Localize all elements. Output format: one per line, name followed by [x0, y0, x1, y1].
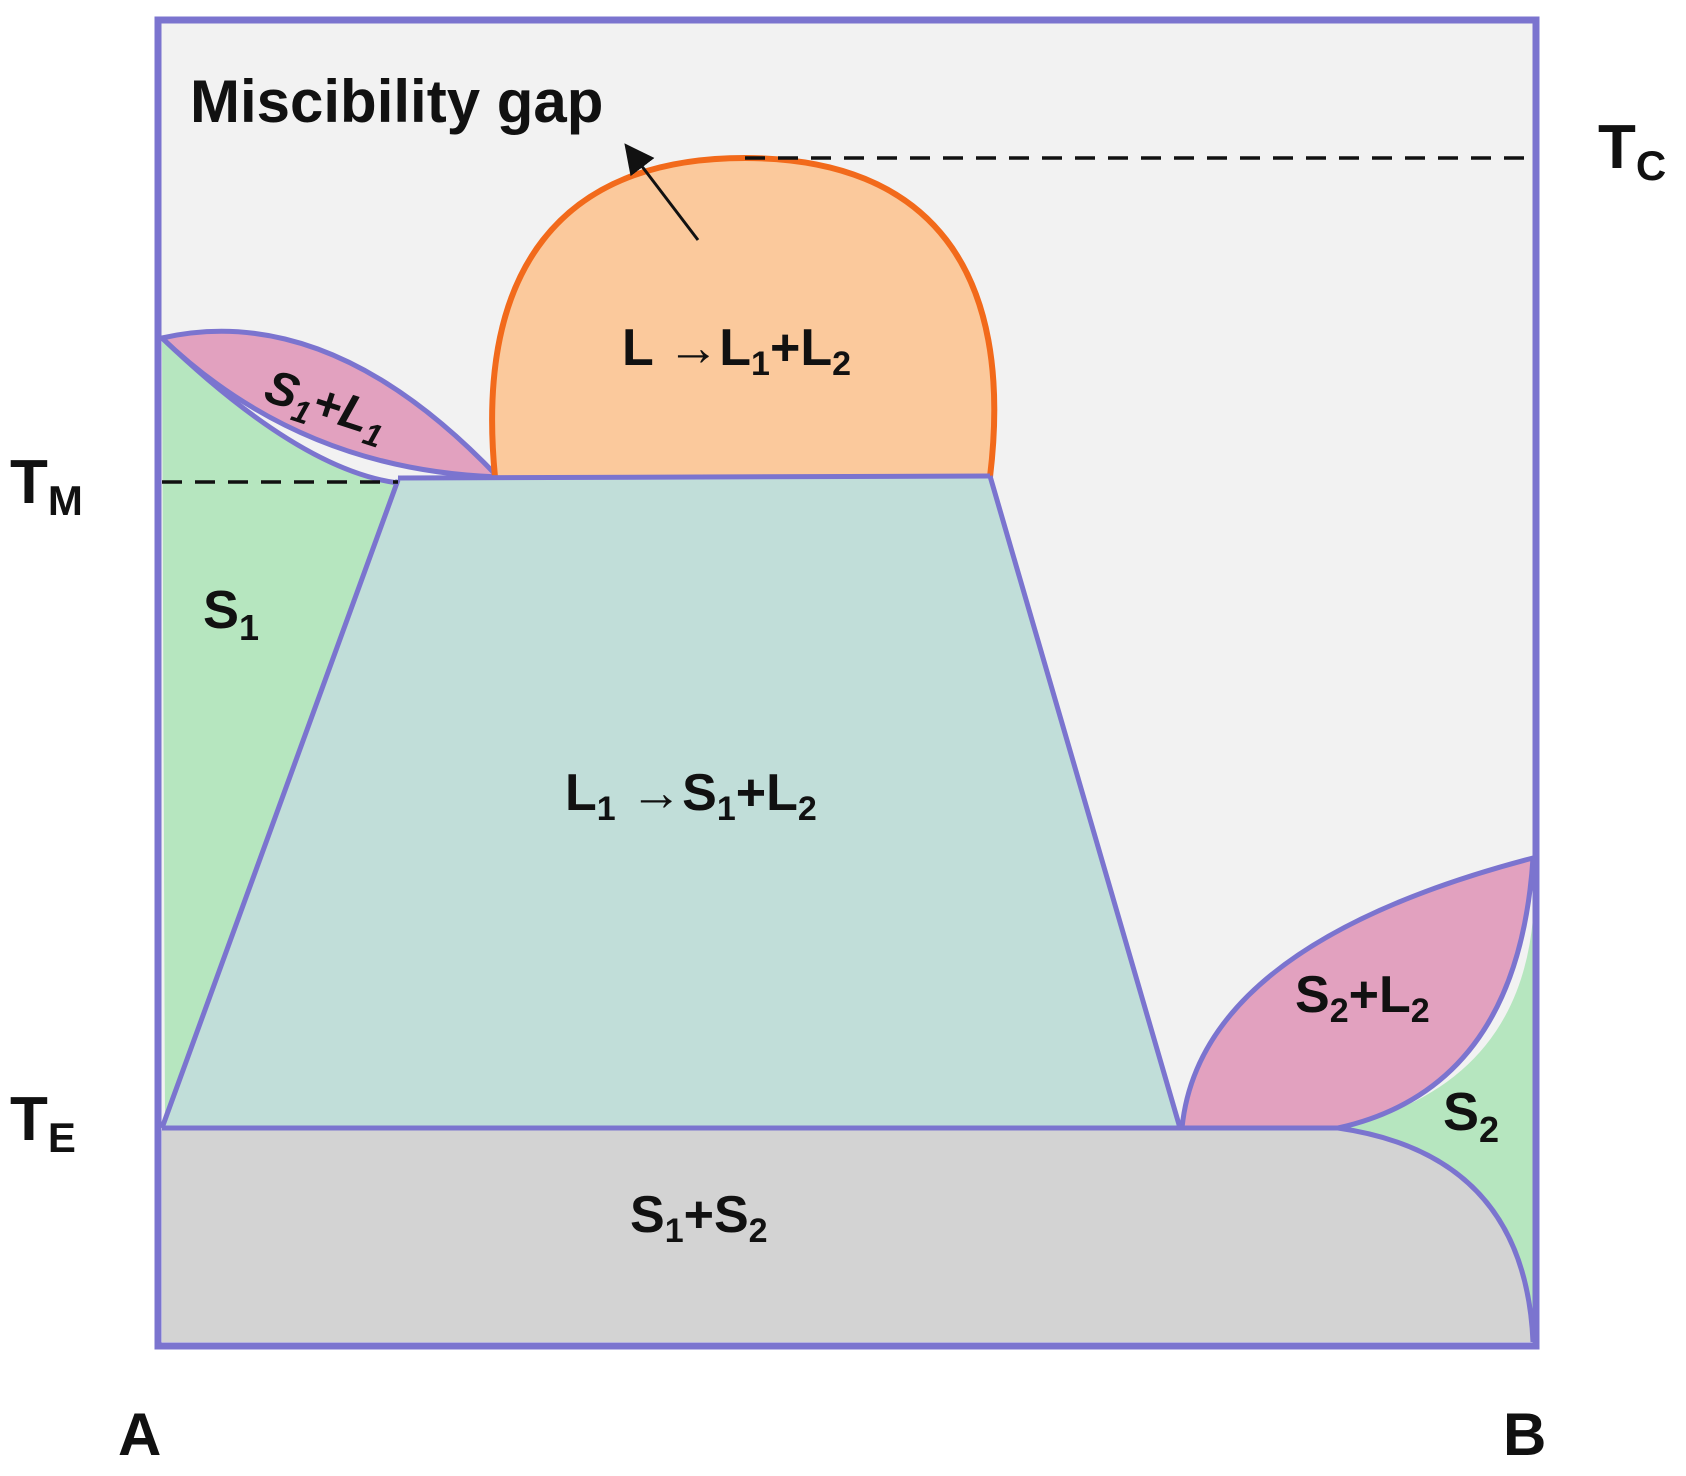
diagram-frame	[154, 16, 1540, 1350]
miscibility-gap-dome	[492, 158, 995, 477]
solvus-left	[160, 336, 399, 486]
te-label: TE	[10, 1085, 76, 1161]
arrow-pointer-icon	[624, 143, 700, 241]
liquidus-right	[987, 475, 1183, 1129]
monotectic-line	[397, 473, 991, 481]
solidus-left	[159, 479, 401, 1129]
tc-label: TC	[1598, 113, 1666, 189]
region-monotectic	[162, 476, 1180, 1128]
label-s1: S1	[203, 580, 259, 648]
component-a-label: A	[118, 1401, 161, 1468]
label-monotectic-reaction: L1 →S1+L2	[565, 764, 817, 828]
tm-label: TM	[10, 448, 83, 524]
region-s1-s2	[162, 1128, 1533, 1342]
label-s1-s2: S1+S2	[630, 1186, 768, 1250]
component-b-label: B	[1503, 1401, 1546, 1468]
miscibility-gap-label: Miscibility gap	[190, 68, 603, 135]
label-gap-reaction: L →L1+L2	[622, 319, 851, 383]
region-s1	[162, 338, 398, 1122]
region-s2	[1338, 918, 1533, 1342]
label-s2-l2: S2+L2	[1295, 966, 1430, 1030]
solvus-right	[1337, 1125, 1536, 1343]
region-s2-l2	[1179, 854, 1536, 1131]
label-s2: S2	[1443, 1082, 1499, 1150]
